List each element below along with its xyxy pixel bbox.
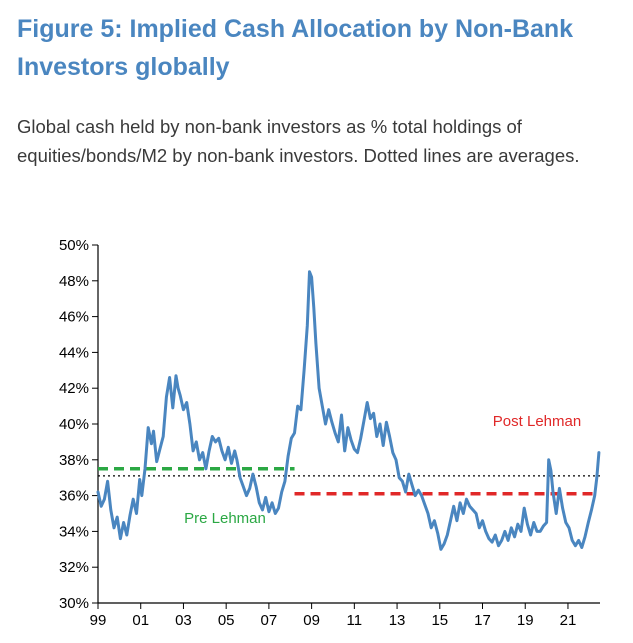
x-tick-label: 01 — [132, 612, 149, 629]
y-tick-label: 34% — [59, 523, 89, 540]
y-tick-label: 38% — [59, 452, 89, 469]
x-tick-label: 17 — [474, 612, 491, 629]
chart-title: Figure 5: Implied Cash Allocation by Non… — [17, 15, 574, 81]
x-tick-label: 99 — [90, 612, 107, 629]
y-tick-label: 46% — [59, 309, 89, 326]
x-tick-label: 09 — [303, 612, 320, 629]
x-tick-label: 05 — [218, 612, 235, 629]
x-tick-label: 07 — [261, 612, 278, 629]
pre-lehman-label: Pre Lehman — [184, 510, 266, 527]
y-tick-label: 42% — [59, 380, 89, 397]
y-tick-label: 36% — [59, 488, 89, 505]
chart-subtitle: Global cash held by non-bank investors a… — [17, 116, 580, 166]
chart-axes: 30% 32% 34% 36% 38% 40% 42% 44% 46% 48% 50% 99 01 03 0… — [59, 237, 600, 629]
x-tick-label: 21 — [560, 612, 577, 629]
y-tick-label: 50% — [59, 237, 89, 254]
y-tick-label: 48% — [59, 273, 89, 290]
annotations: Pre Lehman Post Lehman — [184, 413, 581, 527]
y-tick-label: 44% — [59, 344, 89, 361]
x-tick-label: 03 — [175, 612, 192, 629]
x-tick-label: 19 — [517, 612, 534, 629]
series-lines — [96, 270, 601, 551]
y-tick-label: 32% — [59, 559, 89, 576]
x-tick-label: 13 — [389, 612, 406, 629]
average-lines — [98, 467, 600, 496]
series-line — [96, 270, 601, 551]
x-tick-label: 11 — [347, 612, 363, 629]
x-tick-label: 15 — [431, 612, 448, 629]
post-lehman-label: Post Lehman — [493, 413, 581, 430]
y-tick-label: 30% — [59, 595, 89, 612]
y-tick-label: 40% — [59, 416, 89, 433]
